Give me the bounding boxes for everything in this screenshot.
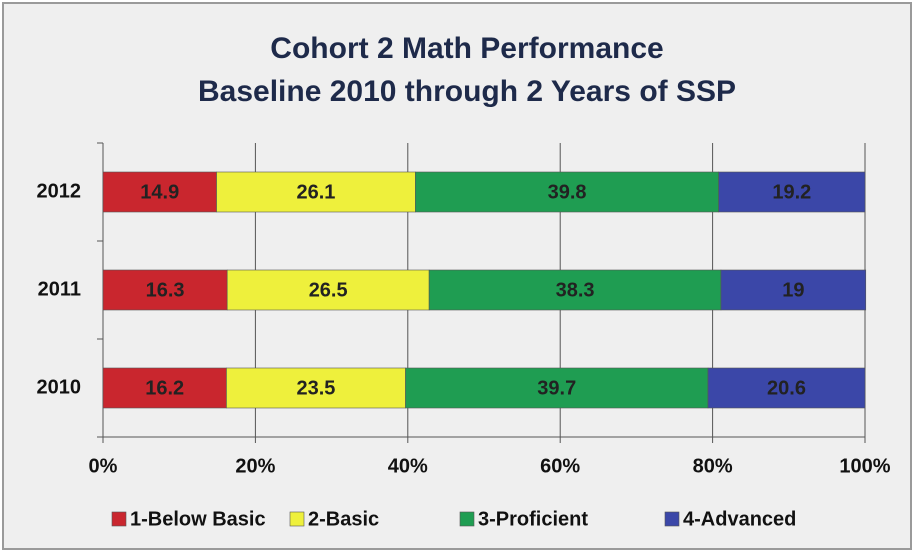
data-label: 39.8 bbox=[548, 181, 587, 203]
legend-label: 2-Basic bbox=[308, 508, 379, 530]
chart-title: Cohort 2 Math Performance bbox=[270, 32, 663, 65]
legend-swatch bbox=[289, 511, 305, 527]
bar-segment bbox=[720, 269, 867, 311]
bar-segment bbox=[718, 171, 866, 213]
data-label: 26.1 bbox=[297, 181, 336, 203]
bar-segment bbox=[216, 171, 416, 213]
bar-segment bbox=[226, 367, 406, 409]
x-tick-label: 20% bbox=[235, 455, 275, 477]
x-tick-label: 60% bbox=[540, 455, 580, 477]
legend-swatch bbox=[111, 511, 127, 527]
chart-subtitle: Baseline 2010 through 2 Years of SSP bbox=[198, 75, 736, 108]
legend-label: 1-Below Basic bbox=[130, 508, 266, 530]
bar-segment bbox=[428, 269, 722, 311]
bar-segment bbox=[707, 367, 866, 409]
legend-swatch bbox=[459, 511, 475, 527]
data-label: 19 bbox=[782, 279, 804, 301]
y-tick-label: 2011 bbox=[38, 278, 81, 300]
y-tick-label: 2012 bbox=[37, 180, 82, 202]
x-tick-label: 40% bbox=[388, 455, 428, 477]
legend-label: 3-Proficient bbox=[478, 508, 588, 530]
data-label: 16.3 bbox=[146, 279, 185, 301]
data-label: 26.5 bbox=[309, 279, 348, 301]
bar-segment bbox=[102, 171, 217, 213]
data-label: 14.9 bbox=[140, 181, 179, 203]
bar-segment bbox=[415, 171, 719, 213]
x-tick-label: 100% bbox=[839, 455, 890, 477]
data-label: 23.5 bbox=[297, 377, 336, 399]
legend-swatch bbox=[664, 511, 680, 527]
bar-segment bbox=[102, 367, 227, 409]
bar-segment bbox=[226, 269, 430, 311]
data-label: 39.7 bbox=[537, 377, 576, 399]
bar-segment bbox=[102, 269, 228, 311]
data-label: 19.2 bbox=[772, 181, 811, 203]
y-tick-label: 2010 bbox=[37, 376, 82, 398]
data-label: 38.3 bbox=[556, 279, 595, 301]
legend-label: 4-Advanced bbox=[683, 508, 796, 530]
x-tick-label: 0% bbox=[89, 455, 118, 477]
x-tick-label: 80% bbox=[693, 455, 733, 477]
data-label: 16.2 bbox=[145, 377, 184, 399]
data-label: 20.6 bbox=[767, 377, 806, 399]
